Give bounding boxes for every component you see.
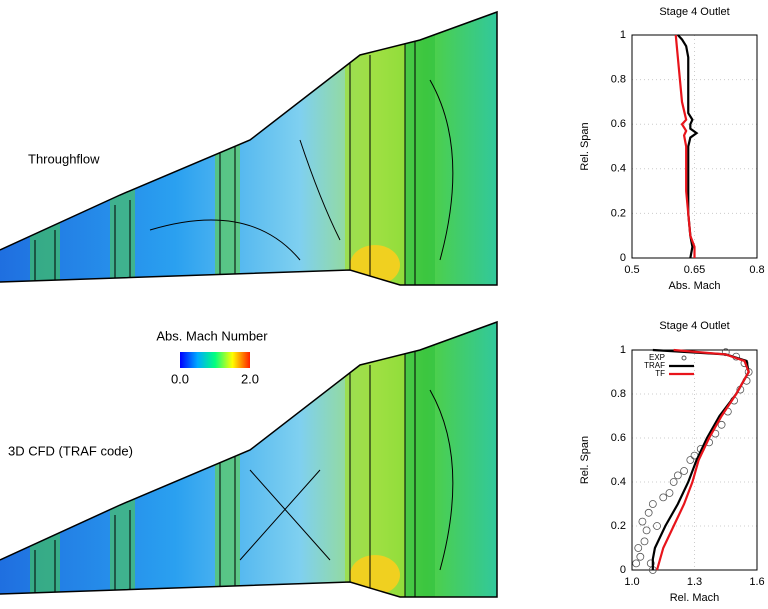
y-tick-label: 0	[620, 564, 626, 576]
contour-throughflow	[0, 12, 497, 285]
x-tick-label: 0.65	[684, 264, 705, 276]
y-tick-label: 1	[620, 29, 626, 41]
data-point	[665, 489, 674, 497]
colorbar-tick-label: 0.0	[171, 371, 189, 386]
y-tick-label: 0.2	[611, 520, 626, 532]
data-point	[717, 420, 726, 429]
colorbar-tick-label: 2.0	[241, 371, 259, 386]
y-tick-label: 0.8	[611, 74, 626, 86]
data-line	[655, 348, 750, 571]
colorbar	[180, 352, 250, 368]
data-line	[674, 34, 696, 258]
data-point	[653, 522, 661, 530]
legend-marker	[681, 355, 687, 361]
data-point	[673, 471, 682, 480]
y-tick-label: 0.4	[611, 476, 626, 488]
data-point	[659, 493, 668, 502]
data-point	[669, 478, 678, 486]
legend-label: EXP	[649, 353, 665, 362]
plot-frame	[631, 34, 758, 259]
x-tick-label: 0.8	[749, 264, 764, 276]
data-point	[686, 456, 695, 464]
outline	[0, 10, 498, 286]
outline	[0, 320, 498, 598]
legend-label: TRAF	[644, 361, 665, 370]
data-point	[640, 537, 649, 546]
data-line	[651, 348, 750, 570]
x-tick-label: 0.5	[624, 264, 639, 276]
chart-title: Stage 4 Outlet	[659, 320, 729, 332]
y-tick-label: 0.6	[611, 432, 626, 444]
data-point	[634, 544, 643, 552]
data-point	[636, 552, 645, 561]
y-tick-label: 0.2	[611, 207, 626, 219]
data-point	[644, 508, 653, 517]
y-tick-label: 0.4	[611, 163, 626, 175]
data-point	[680, 467, 688, 475]
plot-label: Throughflow	[28, 151, 100, 166]
y-tick-label: 0.6	[611, 118, 626, 130]
x-axis-label: Rel. Mach	[670, 592, 720, 604]
data-point	[638, 517, 647, 526]
x-axis-label: Abs. Mach	[669, 280, 721, 292]
data-point	[648, 500, 657, 508]
x-tick-label: 1.3	[687, 576, 702, 588]
x-tick-label: 1.0	[624, 576, 639, 588]
y-axis-label: Rel. Span	[579, 122, 591, 170]
chart-title: Stage 4 Outlet	[659, 6, 729, 18]
y-tick-label: 0	[620, 252, 626, 264]
data-point	[632, 559, 641, 568]
data-point	[721, 348, 730, 357]
y-axis-label: Rel. Span	[579, 436, 591, 484]
colorbar-title: Abs. Mach Number	[156, 328, 268, 343]
y-tick-label: 0.8	[611, 388, 626, 400]
plot-frame	[631, 349, 758, 571]
x-tick-label: 1.6	[749, 576, 764, 588]
legend-label: TF	[655, 369, 665, 378]
y-tick-label: 1	[620, 344, 626, 356]
data-point	[642, 526, 651, 535]
plot-label: 3D CFD (TRAF code)	[8, 443, 133, 458]
